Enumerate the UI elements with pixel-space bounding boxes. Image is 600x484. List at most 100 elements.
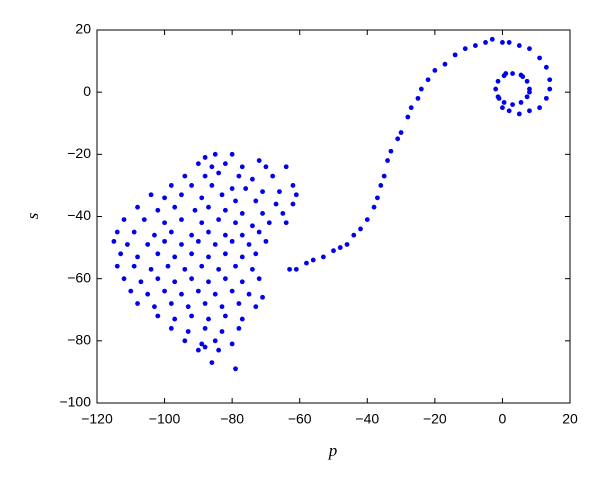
point: [500, 105, 505, 111]
point: [141, 217, 147, 223]
point: [202, 344, 208, 350]
point: [263, 164, 269, 170]
point: [253, 251, 259, 257]
point: [290, 183, 296, 188]
point: [206, 279, 211, 285]
point: [246, 291, 252, 297]
point: [304, 260, 309, 266]
point: [219, 192, 225, 198]
point: [239, 254, 245, 260]
point: [516, 43, 522, 48]
point: [388, 148, 394, 154]
point: [189, 313, 195, 319]
point: [222, 251, 228, 257]
point: [239, 316, 245, 322]
point: [179, 192, 184, 198]
point: [527, 89, 532, 95]
point: [364, 217, 370, 223]
point: [162, 238, 167, 244]
point: [287, 266, 292, 272]
point: [239, 279, 245, 285]
point: [256, 158, 262, 163]
point: [425, 77, 431, 83]
point: [270, 173, 276, 179]
point: [209, 164, 215, 170]
point: [192, 207, 198, 213]
point: [537, 55, 542, 61]
point: [172, 279, 178, 285]
point: [500, 40, 505, 45]
y-tick-label: −100: [59, 394, 91, 410]
point: [222, 207, 228, 213]
point: [179, 242, 184, 247]
point: [236, 173, 242, 179]
point: [152, 232, 157, 238]
point: [547, 86, 553, 92]
x-tick-label: −20: [423, 411, 447, 427]
point: [121, 217, 127, 223]
point: [381, 173, 387, 179]
x-axis-label: p: [328, 441, 338, 460]
point: [206, 229, 211, 235]
point: [493, 86, 499, 92]
point: [229, 238, 235, 244]
point: [179, 217, 184, 223]
x-tick-label: −60: [288, 411, 312, 427]
point: [233, 366, 238, 372]
point: [219, 304, 225, 310]
point: [131, 263, 137, 269]
point: [442, 61, 448, 67]
point: [128, 288, 134, 294]
point: [212, 338, 218, 344]
point: [503, 71, 509, 76]
point: [212, 291, 218, 297]
point: [172, 204, 178, 210]
point: [277, 189, 282, 195]
point: [260, 294, 265, 300]
point: [293, 266, 299, 272]
point: [125, 242, 130, 247]
point: [506, 108, 512, 114]
point: [206, 204, 211, 210]
point: [219, 329, 225, 334]
point: [351, 232, 357, 238]
point: [168, 326, 174, 331]
point: [131, 229, 137, 235]
point: [395, 136, 401, 142]
point: [216, 217, 222, 223]
point: [209, 360, 215, 365]
point: [483, 40, 488, 45]
point: [310, 257, 316, 263]
point: [527, 108, 532, 114]
point: [250, 266, 255, 272]
point: [162, 220, 167, 226]
point: [239, 232, 245, 238]
point: [283, 220, 289, 226]
x-tick-label: −40: [355, 411, 379, 427]
point: [114, 263, 120, 269]
point: [408, 105, 414, 111]
point: [216, 170, 222, 176]
y-tick-label: 20: [75, 21, 91, 37]
point: [418, 86, 424, 92]
point: [229, 288, 235, 294]
point: [145, 291, 151, 297]
point: [199, 341, 205, 347]
point: [266, 220, 272, 226]
point: [155, 313, 161, 319]
point: [216, 347, 222, 353]
point: [152, 304, 157, 310]
point: [185, 329, 191, 334]
point: [121, 276, 127, 282]
x-tick-label: −120: [81, 411, 113, 427]
point: [212, 151, 218, 157]
point: [118, 251, 124, 257]
point: [462, 46, 468, 52]
point: [501, 100, 507, 105]
point: [182, 338, 188, 344]
point: [229, 186, 235, 191]
point: [518, 100, 524, 105]
point: [273, 201, 279, 207]
point: [516, 111, 522, 117]
